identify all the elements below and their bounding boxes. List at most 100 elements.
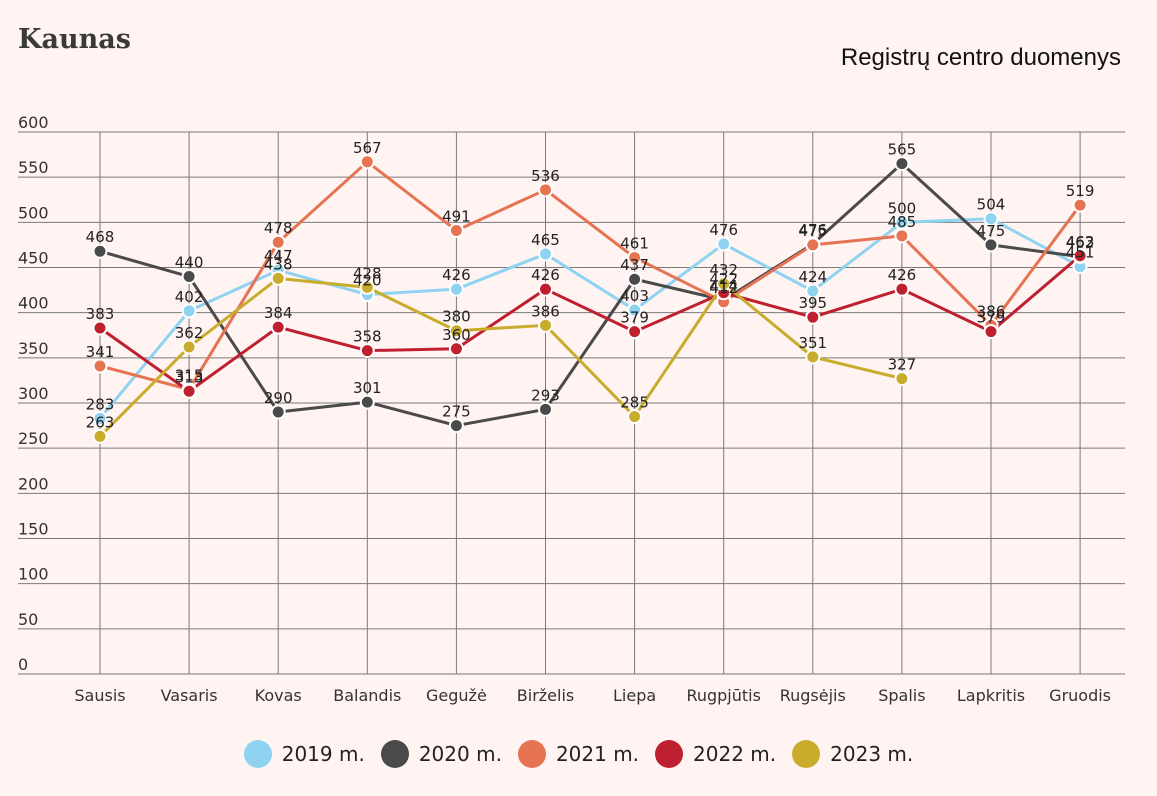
data-label: 384 bbox=[264, 304, 293, 322]
legend-item: 2022 m. bbox=[655, 740, 776, 768]
data-label: 451 bbox=[1066, 244, 1095, 262]
data-label: 275 bbox=[442, 403, 471, 421]
data-point bbox=[92, 243, 108, 259]
x-tick-label: Kovas bbox=[255, 686, 302, 705]
y-tick-label: 500 bbox=[18, 203, 49, 222]
data-point bbox=[627, 324, 643, 340]
y-tick-label: 450 bbox=[18, 249, 49, 268]
data-point bbox=[805, 349, 821, 365]
series-line bbox=[99, 160, 1082, 391]
data-label: 478 bbox=[264, 219, 293, 237]
data-point bbox=[805, 283, 821, 299]
data-point bbox=[448, 418, 464, 434]
data-point bbox=[1072, 248, 1088, 264]
data-point bbox=[92, 410, 108, 426]
data-point bbox=[448, 341, 464, 357]
data-label: 358 bbox=[353, 328, 382, 346]
data-point bbox=[448, 281, 464, 297]
data-point bbox=[448, 222, 464, 238]
data-label: 293 bbox=[531, 386, 560, 404]
y-tick-label: 50 bbox=[18, 610, 38, 629]
series-line bbox=[99, 162, 1081, 428]
y-tick-label: 600 bbox=[18, 113, 49, 132]
data-point bbox=[538, 281, 553, 297]
data-label: 536 bbox=[531, 167, 560, 185]
data-label: 432 bbox=[709, 261, 738, 279]
data-label: 379 bbox=[977, 309, 1006, 327]
data-label: 380 bbox=[442, 308, 471, 326]
data-point bbox=[359, 394, 375, 410]
data-point bbox=[894, 281, 910, 297]
legend-swatch bbox=[517, 740, 546, 768]
data-label: 341 bbox=[86, 343, 115, 361]
data-point bbox=[359, 343, 375, 359]
data-point bbox=[627, 250, 643, 266]
x-tick-label: Liepa bbox=[613, 686, 656, 705]
data-label: 426 bbox=[442, 266, 471, 284]
data-label: 420 bbox=[353, 272, 382, 290]
legend-swatch bbox=[655, 740, 684, 768]
legend-item: 2019 m. bbox=[243, 740, 365, 768]
data-label: 462 bbox=[1066, 234, 1095, 252]
data-point bbox=[894, 228, 910, 244]
data-label: 475 bbox=[798, 222, 827, 240]
data-label: 301 bbox=[353, 379, 382, 397]
data-label: 386 bbox=[977, 302, 1006, 320]
data-point bbox=[92, 358, 108, 374]
data-label: 360 bbox=[442, 326, 471, 344]
data-point bbox=[92, 428, 108, 444]
data-label: 447 bbox=[264, 247, 293, 265]
y-tick-label: 250 bbox=[18, 429, 49, 448]
data-point bbox=[716, 276, 732, 292]
legend-swatch bbox=[792, 740, 821, 768]
data-label: 313 bbox=[175, 368, 204, 386]
data-point bbox=[716, 236, 732, 252]
data-label: 438 bbox=[264, 255, 293, 273]
data-label: 403 bbox=[620, 287, 649, 305]
data-point bbox=[983, 211, 999, 227]
data-point bbox=[894, 156, 910, 172]
legend-label: 2019 m. bbox=[281, 742, 365, 766]
legend-label: 2020 m. bbox=[418, 742, 502, 766]
data-label: 519 bbox=[1066, 182, 1095, 200]
data-point bbox=[983, 324, 999, 340]
data-label: 491 bbox=[442, 207, 471, 225]
legend-swatch bbox=[243, 740, 272, 768]
data-label: 383 bbox=[86, 305, 115, 323]
legend-item: 2023 m. bbox=[792, 740, 913, 768]
data-point bbox=[270, 404, 286, 420]
series-line bbox=[98, 276, 903, 438]
data-label: 476 bbox=[709, 221, 738, 239]
data-label: 395 bbox=[798, 294, 827, 312]
data-label: 414 bbox=[709, 277, 738, 295]
data-point bbox=[359, 154, 375, 170]
data-point bbox=[359, 279, 375, 295]
y-tick-label: 550 bbox=[18, 158, 49, 177]
data-label: 283 bbox=[86, 395, 115, 413]
data-label: 426 bbox=[888, 266, 917, 284]
y-tick-label: 100 bbox=[18, 565, 49, 584]
x-tick-label: Rugpjūtis bbox=[686, 686, 761, 705]
data-label: 362 bbox=[175, 324, 204, 342]
data-point bbox=[270, 270, 286, 286]
data-label: 351 bbox=[798, 334, 827, 352]
data-label: 422 bbox=[709, 270, 738, 288]
data-label: 379 bbox=[620, 309, 649, 327]
x-tick-label: Vasaris bbox=[161, 686, 218, 705]
data-point bbox=[983, 237, 999, 253]
x-tick-label: Spalis bbox=[878, 686, 925, 705]
data-label: 428 bbox=[353, 264, 382, 282]
y-tick-label: 0 bbox=[18, 655, 28, 674]
y-tick-label: 350 bbox=[18, 339, 49, 358]
x-tick-label: Rugsėjis bbox=[780, 686, 846, 705]
data-point bbox=[181, 303, 197, 319]
x-tick-label: Lapkritis bbox=[957, 686, 1025, 705]
data-label: 315 bbox=[175, 366, 204, 384]
data-point bbox=[538, 246, 553, 262]
data-label: 285 bbox=[620, 394, 649, 412]
chart-legend: 2019 m. 2020 m. 2021 m. 2022 m. 2023 m. bbox=[0, 740, 1157, 768]
data-point bbox=[181, 339, 197, 355]
data-label: 463 bbox=[1066, 233, 1095, 251]
data-point bbox=[538, 182, 553, 198]
source-note: Registrų centro duomenys bbox=[840, 44, 1121, 71]
